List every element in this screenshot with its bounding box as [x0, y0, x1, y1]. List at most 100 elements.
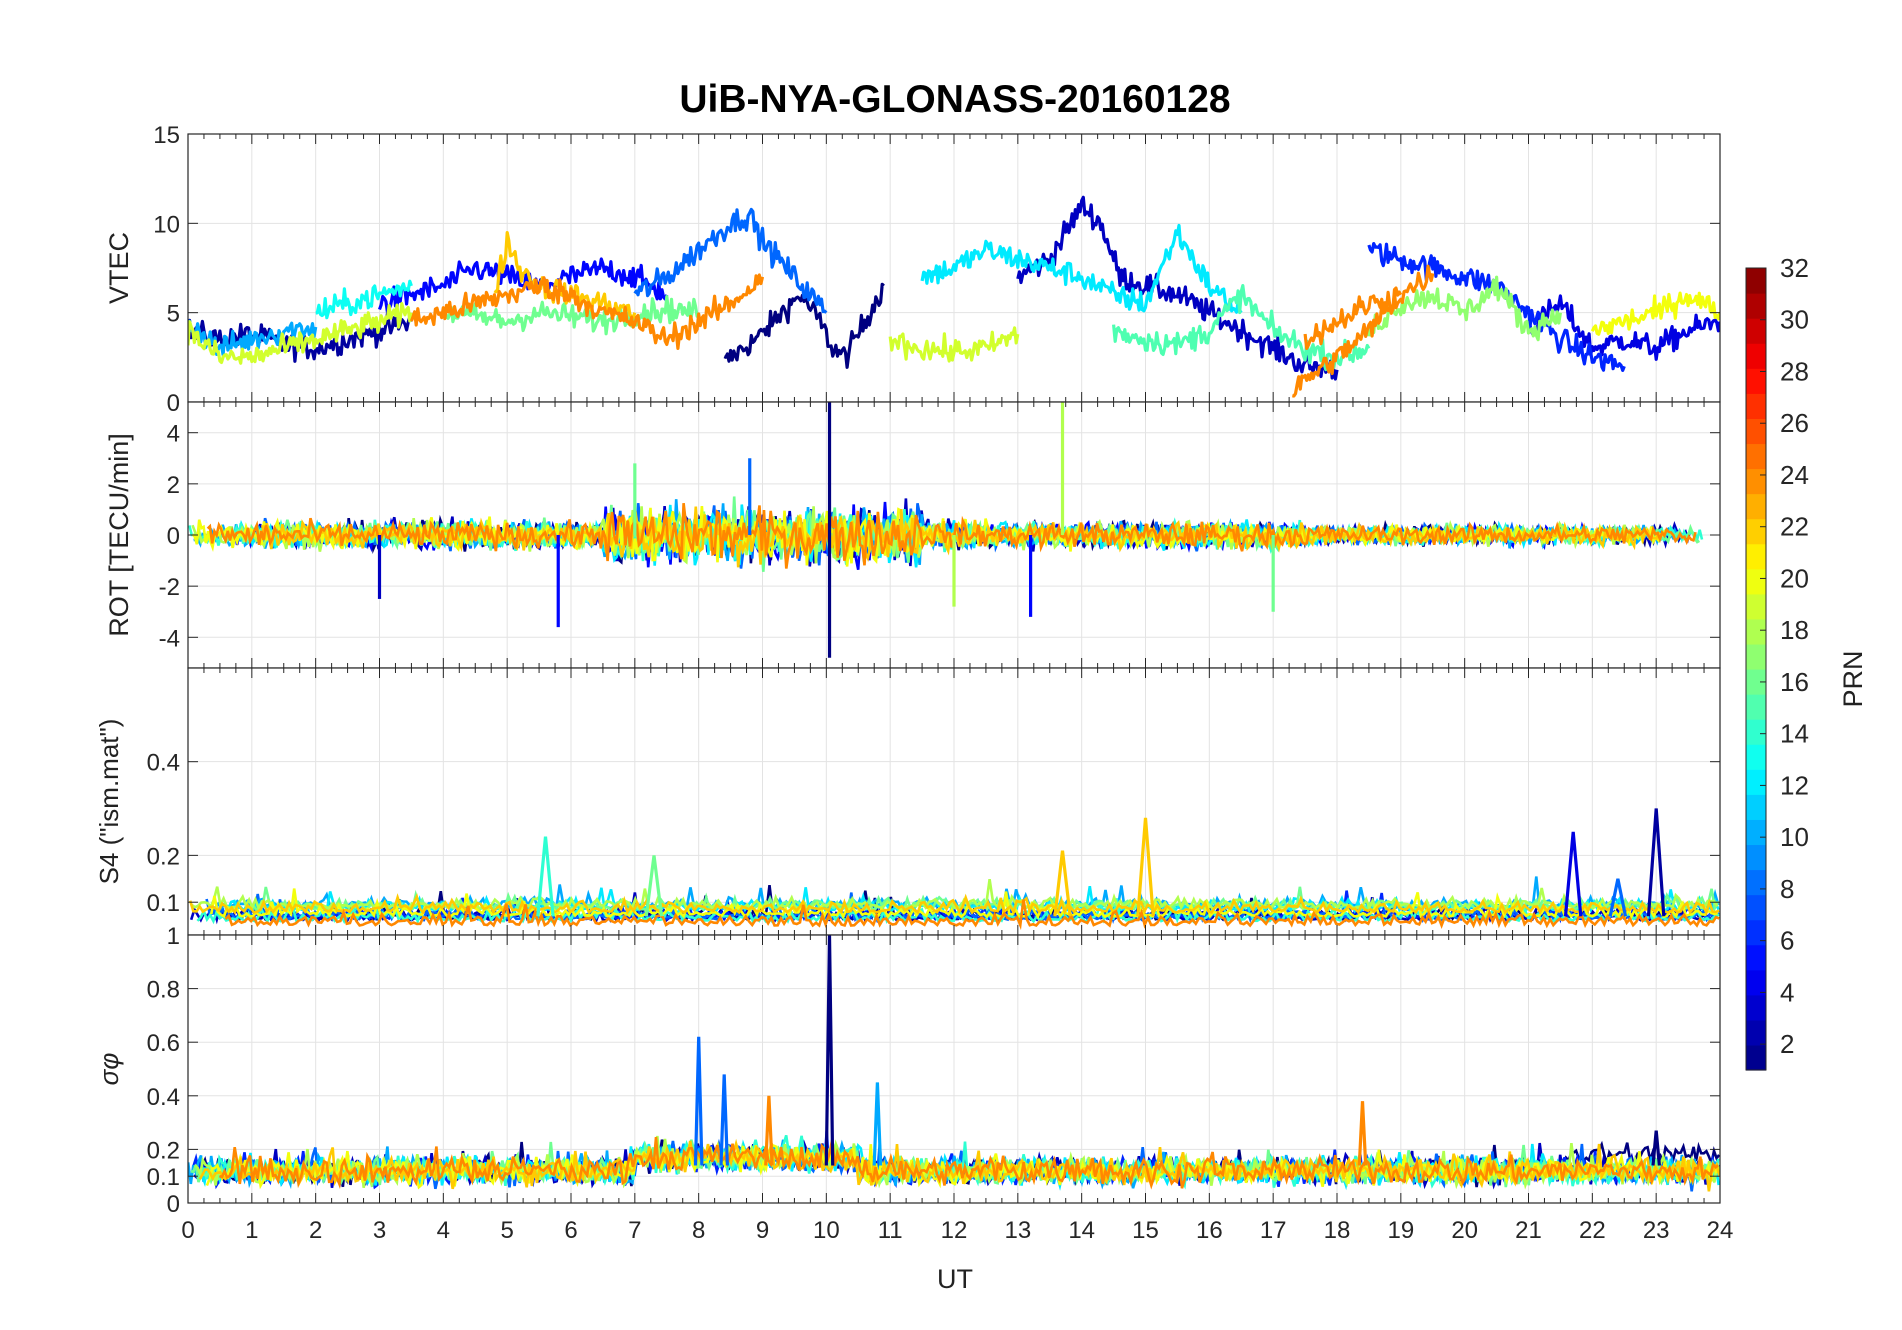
colorbar-segment: [1746, 819, 1766, 846]
colorbar-segment: [1746, 719, 1766, 745]
y-tick-label: -4: [159, 625, 180, 652]
y-tick-label: 0.6: [147, 1030, 180, 1057]
colorbar-segment: [1746, 944, 1766, 971]
colorbar-segment: [1746, 493, 1766, 520]
peak-prn-1: [1651, 1130, 1661, 1166]
y-tick-label: 10: [153, 211, 180, 238]
series-line-prn-24: [409, 273, 765, 350]
colorbar-segment: [1746, 643, 1766, 670]
x-tick-label: 12: [941, 1217, 968, 1244]
peak-prn-14: [536, 836, 555, 917]
series-line-prn-5: [377, 257, 669, 315]
colorbar-tick-label: 4: [1780, 977, 1794, 1007]
y-tick-label: 1: [167, 923, 180, 950]
colorbar-segment: [1746, 694, 1766, 720]
series-line-prn-8: [633, 207, 828, 314]
y-axis-label: VTEC: [104, 232, 134, 304]
peak-prn-4: [1563, 831, 1583, 917]
x-tick-label: 8: [692, 1217, 705, 1244]
colorbar-segment: [1746, 543, 1766, 570]
peak-prn-16: [644, 855, 664, 917]
x-tick-label: 9: [756, 1217, 769, 1244]
colorbar-tick-label: 28: [1780, 356, 1809, 386]
colorbar-frame: [1745, 267, 1767, 1071]
colorbar-segment: [1746, 518, 1766, 545]
colorbar-segment: [1746, 368, 1766, 394]
y-tick-label: 4: [167, 421, 180, 448]
series-line-prn-13: [315, 279, 413, 320]
x-tick-label: 10: [813, 1217, 840, 1244]
series-line-prn-19: [888, 326, 1020, 363]
colorbar-segment: [1746, 1044, 1766, 1071]
series-line-prn-12: [920, 223, 1243, 314]
colorbar-tick-label: 6: [1780, 926, 1794, 956]
x-tick-label: 11: [878, 1217, 903, 1244]
colorbar-tick-label: 30: [1780, 305, 1809, 335]
colorbar-segment: [1746, 268, 1766, 294]
colorbar-tick-label: 14: [1780, 719, 1809, 749]
x-tick-label: 14: [1068, 1217, 1095, 1244]
x-tick-label: 4: [437, 1217, 450, 1244]
x-tick-label: 17: [1260, 1217, 1287, 1244]
x-tick-label: 7: [628, 1217, 641, 1244]
colorbar-tick-label: 8: [1780, 874, 1794, 904]
y-tick-label: -2: [159, 574, 180, 601]
colorbar-segment: [1746, 669, 1766, 695]
x-tick-label: 2: [309, 1217, 322, 1244]
y-tick-label: 0: [167, 390, 180, 417]
x-tick-label: 22: [1579, 1217, 1606, 1244]
y-axis-label: ROT [TECU/min]: [104, 433, 134, 637]
x-tick-label: 19: [1387, 1217, 1414, 1244]
colorbar-tick-label: 10: [1780, 822, 1809, 852]
panel-3: 0.1 0.2 0.4 S4 ("ism.mat"): [94, 667, 1721, 936]
series-line-prn-20: [1590, 291, 1720, 336]
peak-prn-22: [1136, 817, 1155, 917]
colorbar-tick-label: 2: [1780, 1029, 1794, 1059]
colorbar-segment: [1746, 919, 1766, 946]
y-tick-label: 0: [167, 1191, 180, 1218]
x-tick-label: 3: [373, 1217, 386, 1244]
peak-prn-1: [824, 935, 835, 1166]
x-tick-label: 0: [181, 1217, 194, 1244]
panel-1: 0 5 10 15 VTEC: [104, 122, 1721, 417]
colorbar-tick-label: 18: [1780, 615, 1809, 645]
colorbar-segment: [1746, 969, 1766, 996]
y-tick-label: 2: [167, 472, 180, 499]
colorbar-segment: [1746, 418, 1766, 445]
colorbar-segment: [1746, 343, 1766, 369]
series-group: [188, 195, 1720, 398]
x-tick-label: 20: [1451, 1217, 1478, 1244]
series-line-prn-24: [224, 899, 1720, 931]
peak-prn-22: [1053, 850, 1072, 917]
colorbar-tick-label: 20: [1780, 563, 1809, 593]
series-line-prn-24: [206, 503, 1697, 569]
colorbar-segment: [1746, 593, 1766, 620]
colorbar-segment: [1746, 568, 1766, 595]
colorbar-segment: [1746, 293, 1766, 319]
series-group: [188, 935, 1720, 1192]
colorbar-tick-label: 16: [1780, 667, 1809, 697]
x-tick-label: 1: [245, 1217, 258, 1244]
peak-prn-24: [764, 1095, 774, 1166]
peak-prn-2: [1646, 808, 1666, 917]
y-tick-label: 0.4: [147, 1084, 180, 1111]
series-line-prn-1: [723, 282, 885, 369]
colorbar-segment: [1746, 393, 1766, 419]
panel-2: -4 -2 0 2 4 ROT [TECU/min]: [104, 401, 1721, 669]
series-line-prn-17: [1367, 275, 1562, 342]
series-line-prn-19: [188, 302, 413, 365]
peak-prn-10: [872, 1082, 883, 1166]
series-line-prn-22: [188, 893, 1720, 917]
colorbar-segment: [1746, 794, 1766, 820]
y-axis-label: S4 ("ism.mat"): [94, 719, 124, 885]
peak-prn-8: [719, 1074, 729, 1166]
x-tick-label: 5: [500, 1217, 513, 1244]
y-tick-label: 0.8: [147, 977, 180, 1004]
colorbar-segment: [1746, 318, 1766, 344]
colorbar-segment: [1746, 869, 1766, 896]
x-tick-label: 21: [1515, 1217, 1542, 1244]
x-tick-label: 24: [1707, 1217, 1734, 1244]
series-line-prn-3: [1016, 195, 1339, 381]
x-tick-label: 15: [1132, 1217, 1159, 1244]
